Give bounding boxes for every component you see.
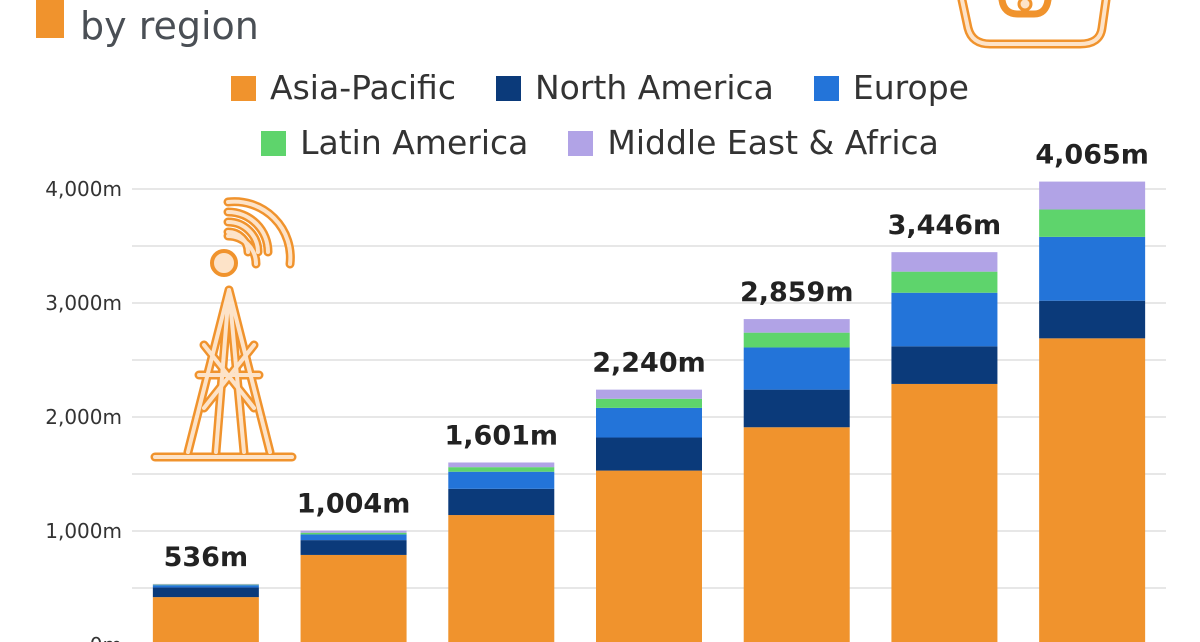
bar-segment-middle-east-africa (1039, 181, 1146, 210)
total-label: 1,601m (445, 420, 559, 451)
legend-swatch-latin-america (261, 130, 287, 156)
y-tick-label: 0m (90, 633, 122, 642)
legend-item-north-america: North America (495, 68, 774, 108)
bar-segment-middle-east-africa (743, 319, 850, 333)
bar-segment-asia-pacific (596, 470, 702, 642)
legend-row-2: Latin America Middle East & Africa (0, 123, 1200, 163)
y-tick-label: 1,000m (45, 519, 122, 543)
total-labels: 536m 1,004m 1,601m 2,240m 2,859m 3,446m 4,065m (164, 140, 1149, 573)
phone-icon (957, 0, 1111, 49)
bar-segment-europe (448, 471, 555, 489)
bar-segment-asia-pacific (1039, 338, 1146, 642)
y-tick-label: 4,000m (45, 177, 122, 201)
legend-label-middle-east-africa: Middle East & Africa (607, 123, 939, 162)
bar-segment-north-america (596, 437, 702, 471)
bar-segment-middle-east-africa (448, 462, 555, 468)
bar-segment-north-america (448, 488, 555, 516)
title-accent-bar (36, 0, 64, 38)
bar-segment-middle-east-africa (152, 583, 259, 585)
legend-swatch-asia-pacific (231, 75, 257, 101)
bar-segment-asia-pacific (891, 383, 998, 642)
bar-segment-middle-east-africa (596, 389, 702, 399)
bar-segment-north-america (300, 540, 407, 555)
legend-label-latin-america: Latin America (300, 123, 529, 162)
bar-segment-europe (152, 585, 259, 588)
legend-swatch-north-america (495, 75, 521, 101)
bar-segment-latin-america (1039, 209, 1146, 237)
legend-label-north-america: North America (534, 68, 774, 107)
legend-swatch-middle-east-africa (568, 130, 594, 156)
total-label: 536m (164, 542, 249, 573)
total-label: 3,446m (888, 210, 1002, 241)
legend-item-europe: Europe (813, 68, 969, 108)
bar-segment-latin-america (300, 532, 407, 535)
bar-segment-asia-pacific (152, 597, 259, 642)
legend-label-asia-pacific: Asia-Pacific (270, 68, 456, 107)
total-label: 2,859m (740, 277, 854, 308)
bar-segment-latin-america (448, 467, 555, 472)
bar-segment-latin-america (891, 271, 998, 293)
bars (152, 181, 1146, 642)
y-axis-tick-labels: 0m 1,000m 2,000m 3,000m 4,000m (45, 177, 122, 642)
bar-segment-latin-america (743, 332, 850, 348)
bar-segment-asia-pacific (743, 427, 850, 642)
bar-segment-latin-america (152, 584, 259, 586)
legend-item-asia-pacific: Asia-Pacific (231, 68, 456, 108)
legend-label-europe: Europe (852, 68, 969, 107)
bar-segment-middle-east-africa (300, 530, 407, 533)
bar-segment-north-america (152, 587, 259, 598)
total-label: 4,065m (1035, 140, 1149, 171)
bar-segment-north-america (1039, 300, 1146, 339)
legend-row-1: Asia-Pacific North America Europe (0, 68, 1200, 108)
bar-segment-north-america (891, 346, 998, 384)
bar-segment-middle-east-africa (891, 252, 998, 272)
bar-segment-latin-america (596, 398, 702, 408)
bar-segment-europe (1039, 236, 1146, 301)
bar-segment-europe (743, 347, 850, 390)
chart-subtitle: by region (80, 4, 259, 48)
y-tick-label: 2,000m (45, 405, 122, 429)
bar-segment-north-america (743, 389, 850, 428)
cell-tower-icon (150, 197, 297, 462)
legend-swatch-europe (813, 75, 839, 101)
bar-segment-europe (300, 534, 407, 541)
bar-segment-asia-pacific (448, 515, 555, 642)
y-tick-label: 3,000m (45, 291, 122, 315)
bar-segment-europe (891, 292, 998, 347)
bar-segment-europe (596, 407, 702, 438)
total-label: 1,004m (297, 489, 411, 520)
legend-item-middle-east-africa: Middle East & Africa (568, 123, 939, 163)
legend-item-latin-america: Latin America (261, 123, 528, 163)
total-label: 2,240m (592, 348, 706, 379)
bar-segment-asia-pacific (300, 554, 407, 642)
